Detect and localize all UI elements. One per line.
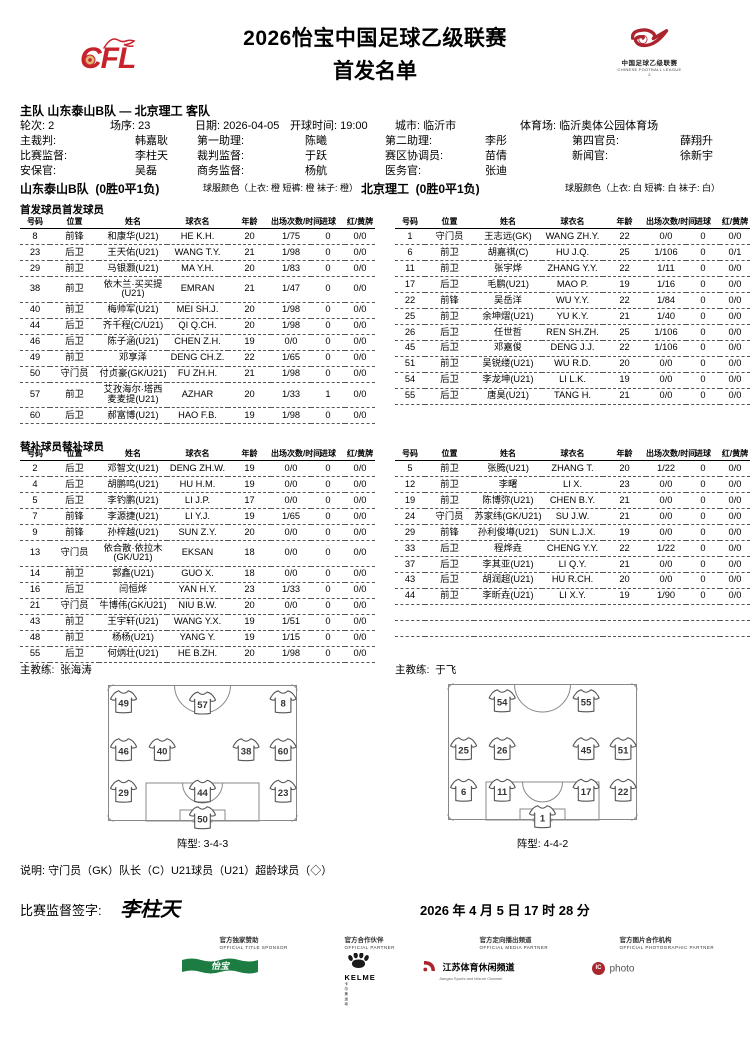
- svg-text:50: 50: [197, 815, 208, 826]
- svg-text:49: 49: [118, 699, 129, 710]
- svg-text:17: 17: [581, 787, 592, 798]
- svg-text:8: 8: [280, 699, 285, 710]
- svg-text:26: 26: [497, 746, 508, 757]
- svg-text:6: 6: [461, 787, 466, 798]
- svg-text:29: 29: [118, 788, 129, 799]
- svg-text:55: 55: [581, 698, 592, 709]
- svg-text:54: 54: [497, 698, 508, 709]
- svg-text:怡宝: 怡宝: [211, 961, 231, 971]
- svg-text:25: 25: [458, 746, 469, 757]
- svg-text:46: 46: [118, 747, 129, 758]
- svg-text:51: 51: [618, 746, 629, 757]
- svg-text:23: 23: [278, 788, 289, 799]
- svg-text:38: 38: [241, 747, 252, 758]
- svg-text:45: 45: [581, 746, 592, 757]
- svg-text:57: 57: [197, 700, 208, 711]
- svg-text:11: 11: [497, 787, 508, 798]
- svg-text:60: 60: [278, 747, 289, 758]
- svg-text:44: 44: [197, 788, 208, 799]
- svg-text:40: 40: [157, 747, 168, 758]
- svg-text:1: 1: [540, 814, 546, 825]
- svg-text:22: 22: [618, 787, 629, 798]
